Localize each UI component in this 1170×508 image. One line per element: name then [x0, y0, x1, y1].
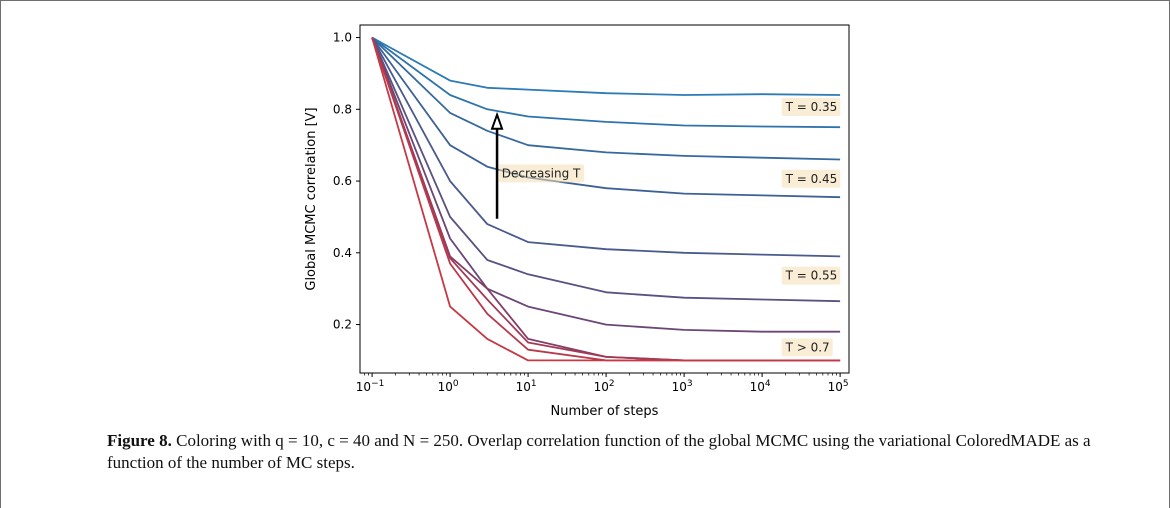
x-tick-label-1: 10−1: [356, 379, 385, 394]
series-line-5: [372, 38, 840, 257]
y-tick-label-4: 0.8: [333, 102, 352, 116]
y-tick-label-3: 0.6: [333, 174, 352, 188]
caption-text: Coloring with q = 10, c = 40 and N = 250…: [107, 431, 1091, 472]
caption-label: Figure 8.: [107, 431, 172, 450]
annotation-label-1: T = 0.35: [785, 100, 838, 114]
series-line-1: [372, 38, 840, 95]
series-line-2: [372, 38, 840, 128]
correlation-chart: T = 0.35 T = 0.45 T = 0.55 T > 0.7 Decreasin…: [0, 0, 1170, 430]
annotation-label-4: T > 0.7: [785, 340, 830, 354]
x-tick-label-4: 102: [594, 379, 615, 394]
x-tick-label-2: 100: [438, 379, 459, 394]
x-tick-label-7: 105: [828, 379, 849, 394]
x-tick-label-3: 101: [516, 379, 537, 394]
series-line-4: [372, 38, 840, 198]
series-line-7: [372, 38, 840, 332]
figure-caption: Figure 8. Coloring with q = 10, c = 40 a…: [107, 430, 1127, 474]
annotation-label-2: T = 0.45: [785, 172, 838, 186]
x-tick-label-6: 104: [750, 379, 771, 394]
y-tick-label-5: 1.0: [333, 31, 352, 45]
series-line-3: [372, 38, 840, 160]
annotation-label-3: T = 0.55: [785, 269, 838, 283]
plot-frame: [360, 25, 849, 373]
arrow-head: [492, 115, 502, 129]
y-tick-label-2: 0.4: [333, 246, 352, 260]
x-axis-label: Number of steps: [551, 404, 659, 419]
y-tick-label-1: 0.2: [333, 318, 352, 332]
annotation-label-5: Decreasing T: [502, 166, 581, 180]
x-tick-label-5: 103: [672, 379, 693, 394]
y-axis-label: Global MCMC correlation [V]: [304, 107, 319, 290]
